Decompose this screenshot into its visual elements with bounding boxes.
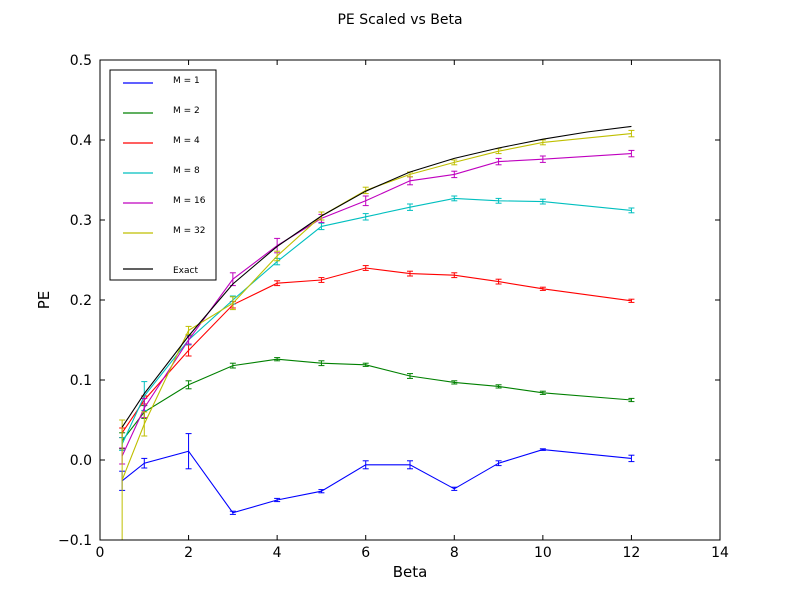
series-line-exact	[121, 125, 632, 428]
error-bar	[628, 207, 635, 214]
legend-entry-m-2: M = 2	[123, 106, 200, 116]
legend-label: M = 2	[173, 106, 200, 116]
error-bar	[362, 195, 369, 207]
axes: 0 2 4 6 8 10 12 14 −0.1 0.0 0.1 0.2 0.3 0.4 0.5	[58, 53, 729, 561]
error-bar	[628, 129, 635, 138]
error-bar	[318, 489, 325, 494]
error-bar	[362, 362, 369, 367]
y-tick-label: 0.5	[70, 53, 92, 69]
error-bar	[451, 272, 458, 279]
error-bar	[362, 265, 369, 271]
error-bar	[451, 170, 458, 179]
y-tick-label: 0.4	[70, 133, 92, 149]
error-bar	[628, 397, 635, 403]
error-bar	[495, 384, 502, 389]
legend-entry-m-1: M = 1	[123, 76, 200, 86]
error-bar	[495, 460, 502, 467]
error-bar	[318, 277, 325, 283]
error-bar	[628, 298, 635, 303]
error-bar	[362, 460, 369, 470]
plot-area	[119, 125, 635, 541]
error-bar	[318, 222, 325, 231]
legend-entry-m-4: M = 4	[123, 136, 200, 146]
error-bar	[274, 250, 281, 262]
y-tick-label: 0.1	[70, 373, 92, 389]
x-axis-label: Beta	[393, 563, 428, 581]
error-bar	[141, 457, 148, 469]
y-axis-label: PE	[35, 291, 53, 310]
error-bar	[274, 280, 281, 287]
error-bar	[318, 360, 325, 367]
x-tick-label: 10	[534, 545, 552, 561]
legend-entry-m-16: M = 16	[123, 196, 206, 206]
y-tick-label: −0.1	[58, 533, 92, 549]
x-tick-label: 4	[273, 545, 282, 561]
error-bar	[628, 149, 635, 158]
error-bar	[141, 411, 148, 437]
error-bar	[407, 270, 413, 277]
error-bar	[451, 486, 458, 491]
x-tick-label: 12	[623, 545, 641, 561]
x-tick-label: 8	[450, 545, 459, 561]
error-bar	[495, 197, 502, 204]
error-bar	[451, 380, 458, 385]
legend-label: M = 32	[173, 226, 205, 236]
error-bar	[229, 296, 236, 311]
series-line-m-16	[121, 153, 632, 457]
x-tick-label: 0	[96, 545, 105, 561]
x-tick-label: 14	[711, 545, 729, 561]
error-bar	[274, 497, 281, 503]
series-line-m-1	[121, 449, 632, 514]
error-bar	[539, 286, 546, 291]
legend-entry-m-32: M = 32	[123, 226, 205, 236]
error-bar	[539, 448, 546, 451]
series-m-8	[119, 195, 635, 451]
chart-title: PE Scaled vs Beta	[337, 12, 462, 28]
error-bar	[495, 278, 502, 285]
legend-entry-m-8: M = 8	[123, 166, 200, 176]
error-bar	[362, 186, 369, 195]
error-bar	[628, 454, 635, 463]
error-bar	[274, 357, 281, 362]
legend-label: M = 16	[173, 196, 206, 206]
legend-label: M = 4	[173, 136, 200, 146]
legend-label: Exact	[173, 266, 198, 276]
x-tick-label: 6	[361, 545, 370, 561]
y-tick-label: 0.0	[70, 453, 92, 469]
series-m-1	[119, 433, 635, 515]
series-exact	[121, 125, 632, 428]
error-bar	[407, 203, 413, 211]
error-bar	[407, 460, 413, 470]
legend-label: M = 1	[173, 76, 200, 86]
legend-box	[109, 69, 217, 281]
error-bar	[362, 213, 369, 221]
error-bar	[539, 155, 546, 163]
error-bar	[539, 390, 546, 395]
series-line-m-4	[121, 267, 632, 434]
error-bar	[229, 362, 236, 369]
y-tick-label: 0.3	[70, 213, 92, 229]
error-bar	[451, 195, 458, 202]
error-bar	[185, 380, 192, 390]
legend-label: M = 8	[173, 166, 200, 176]
series-line-m-2	[121, 358, 632, 442]
error-bar	[229, 510, 236, 515]
series-line-m-8	[121, 197, 632, 445]
y-tick-label: 0.2	[70, 293, 92, 309]
error-bar	[495, 157, 502, 166]
error-bar	[539, 198, 546, 205]
error-bar	[407, 373, 413, 379]
legend-entry-exact: Exact	[123, 266, 198, 276]
legend: M = 1 M = 2 M = 4 M = 8 M = 16 M = 32 Exact	[109, 69, 217, 281]
error-bar	[451, 159, 458, 166]
error-bar	[185, 433, 192, 470]
x-tick-label: 2	[184, 545, 193, 561]
